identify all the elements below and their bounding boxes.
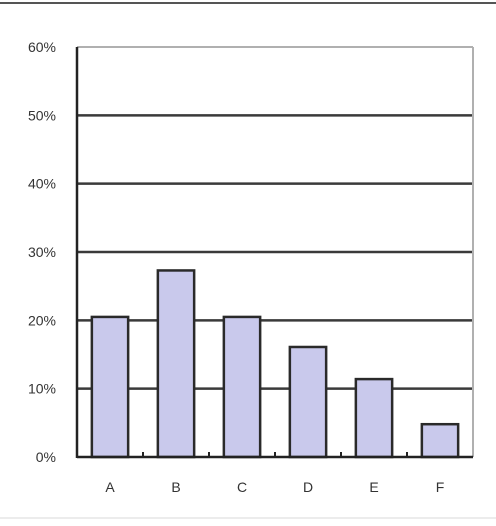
- y-tick-label: 30%: [28, 244, 56, 260]
- y-tick-label: 10%: [28, 381, 56, 397]
- bar-c: [222, 315, 262, 459]
- bar-a: [90, 315, 130, 459]
- y-tick-label: 40%: [28, 176, 56, 192]
- y-tick-label: 60%: [28, 39, 56, 55]
- x-tick-label: F: [436, 479, 445, 495]
- x-tick-label: E: [369, 479, 378, 495]
- y-tick-label: 20%: [28, 312, 56, 328]
- x-tick-label: A: [105, 479, 115, 495]
- x-tick-label: C: [237, 479, 247, 495]
- bar-f: [420, 422, 460, 459]
- x-tick-label: B: [171, 479, 180, 495]
- plot-frame: [77, 46, 474, 457]
- y-tick-labels: 0% 10% 20% 30% 40% 50% 60%: [28, 39, 56, 465]
- x-tick-label: D: [303, 479, 313, 495]
- x-tick-labels: A B C D E F: [105, 479, 444, 495]
- bar-e: [354, 377, 394, 459]
- axes: [75, 47, 473, 459]
- bar-b: [156, 269, 196, 459]
- gridlines: [77, 114, 473, 390]
- y-tick-label: 0%: [36, 449, 56, 465]
- bars: [90, 269, 460, 459]
- y-tick-label: 50%: [28, 107, 56, 123]
- bar-d: [288, 345, 328, 459]
